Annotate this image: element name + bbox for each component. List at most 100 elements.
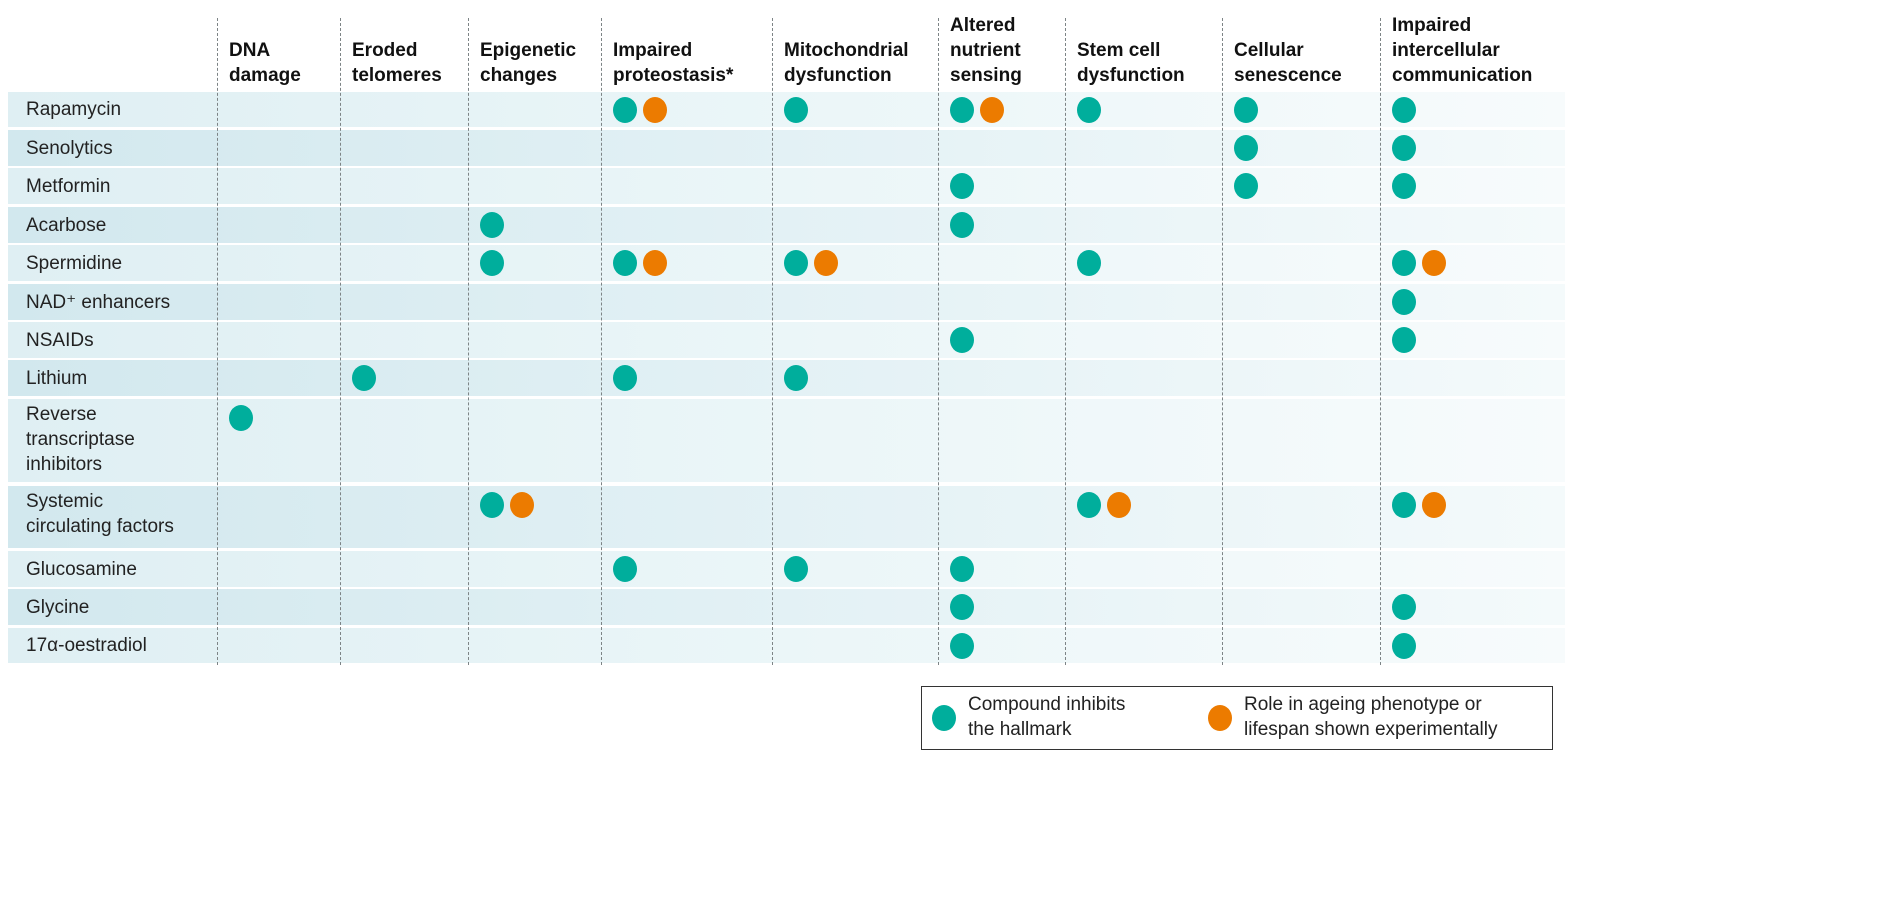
inhibits-dot-icon (1077, 250, 1101, 276)
column-header: DNA damage (229, 4, 334, 88)
column-header: Eroded telomeres (352, 4, 462, 88)
column-header: Mitochondrial dysfunction (784, 4, 932, 88)
column-header: Stem cell dysfunction (1077, 4, 1216, 88)
column-divider (468, 18, 469, 665)
column-header-line: sensing (950, 65, 1022, 86)
column-header-line: Impaired (613, 40, 693, 61)
table-row: Metformin (8, 168, 1565, 204)
legend-inhibits-label: Compound inhibits the hallmark (968, 692, 1125, 742)
inhibits-dot-icon (1392, 632, 1416, 659)
inhibits-dot-icon (950, 327, 974, 353)
column-header-line: Mitochondrial (784, 40, 909, 61)
row-label: Senolytics (26, 136, 113, 161)
row-label-line: NSAIDs (26, 329, 94, 351)
inhibits-dot-icon (1392, 250, 1416, 276)
inhibits-dot-icon (1392, 96, 1416, 123)
row-label-line: Rapamycin (26, 99, 122, 120)
inhibits-dot-icon (950, 173, 974, 199)
column-header-line: Eroded (352, 40, 418, 61)
column-header-line: Cellular (1234, 40, 1304, 61)
inhibits-dot-icon (784, 96, 808, 123)
row-label: 17α-oestradiol (26, 633, 147, 658)
row-label-line: transcriptase (26, 429, 135, 450)
inhibits-dot-icon (1392, 327, 1416, 353)
inhibits-dot-icon (950, 212, 974, 238)
column-divider (938, 18, 939, 665)
table-row: 17α-oestradiol (8, 628, 1565, 663)
inhibits-dot-icon (480, 212, 504, 238)
inhibits-dot-icon (784, 556, 808, 582)
role-dot-icon (1422, 492, 1446, 518)
row-label: NSAIDs (26, 328, 94, 353)
inhibits-dot-icon (950, 632, 974, 659)
row-label-line: Senolytics (26, 137, 113, 159)
legend-teal-dot-icon (932, 705, 956, 731)
inhibits-dot-icon (1234, 135, 1258, 161)
legend-role-line1: Role in ageing phenotype or (1244, 694, 1482, 715)
inhibits-dot-icon (1392, 289, 1416, 315)
row-label: Spermidine (26, 251, 122, 276)
column-header-line: telomeres (352, 65, 442, 86)
role-dot-icon (1422, 250, 1446, 276)
row-label-line: Systemic (26, 491, 104, 512)
table-row: Systemic circulating factors (8, 486, 1565, 548)
table-row: Acarbose (8, 207, 1565, 243)
inhibits-dot-icon (480, 492, 504, 518)
inhibits-dot-icon (1077, 492, 1101, 518)
table-row: Senolytics (8, 130, 1565, 166)
inhibits-dot-icon (1392, 173, 1416, 199)
inhibits-dot-icon (229, 405, 253, 431)
column-header-line: nutrient (950, 40, 1021, 61)
column-header: Cellular senescence (1234, 4, 1374, 88)
column-header-line: proteostasis* (613, 65, 734, 86)
role-dot-icon (643, 96, 667, 123)
role-dot-icon (980, 96, 1004, 123)
row-label: NAD⁺ enhancers (26, 290, 170, 315)
inhibits-dot-icon (1392, 135, 1416, 161)
column-header: Altered nutrient sensing (950, 4, 1059, 88)
inhibits-dot-icon (480, 250, 504, 276)
row-label: Systemic circulating factors (26, 489, 174, 539)
column-header: Impaired intercellular communication (1392, 4, 1559, 88)
column-header: Epigenetic changes (480, 4, 595, 88)
role-dot-icon (814, 250, 838, 276)
inhibits-dot-icon (784, 250, 808, 276)
row-label: Glycine (26, 595, 89, 620)
legend-role-label: Role in ageing phenotype or lifespan sho… (1244, 692, 1497, 742)
column-divider (340, 18, 341, 665)
column-header-line: senescence (1234, 65, 1342, 86)
table-row: NSAIDs (8, 322, 1565, 358)
column-header-line: Epigenetic (480, 40, 577, 61)
column-header-line: Impaired (1392, 15, 1472, 36)
column-header-line: Stem cell dysfunction (1077, 40, 1185, 86)
column-header-line: Altered (950, 15, 1016, 36)
inhibits-dot-icon (1392, 594, 1416, 620)
column-divider (772, 18, 773, 665)
row-label-line: Reverse (26, 404, 97, 425)
legend-inhibits-line1: Compound inhibits (968, 694, 1126, 715)
table-row: Glycine (8, 589, 1565, 625)
column-divider (601, 18, 602, 665)
table-row: Lithium (8, 360, 1565, 396)
row-label-line: Lithium (26, 367, 88, 389)
row-label-line: 17α-oestradiol (26, 635, 147, 656)
inhibits-dot-icon (1234, 173, 1258, 199)
column-header-line: dysfunction (784, 65, 892, 86)
inhibits-dot-icon (352, 365, 376, 391)
inhibits-dot-icon (1392, 492, 1416, 518)
row-label: Rapamycin (26, 97, 121, 122)
legend-role-line2: lifespan shown experimentally (1244, 719, 1498, 740)
column-header-line: intercellular (1392, 40, 1500, 61)
table-row: NAD⁺ enhancers (8, 284, 1565, 320)
row-label: Acarbose (26, 213, 106, 238)
inhibits-dot-icon (613, 556, 637, 582)
row-label-line: inhibitors (26, 454, 103, 475)
table-row: Reverse transcriptase inhibitors (8, 399, 1565, 482)
column-header-line: changes (480, 65, 558, 86)
legend-orange-dot-icon (1208, 705, 1232, 731)
column-header: Impaired proteostasis* (613, 4, 766, 88)
role-dot-icon (510, 492, 534, 518)
row-label-line: Glucosamine (26, 558, 137, 580)
column-divider (217, 18, 218, 665)
inhibits-dot-icon (950, 96, 974, 123)
